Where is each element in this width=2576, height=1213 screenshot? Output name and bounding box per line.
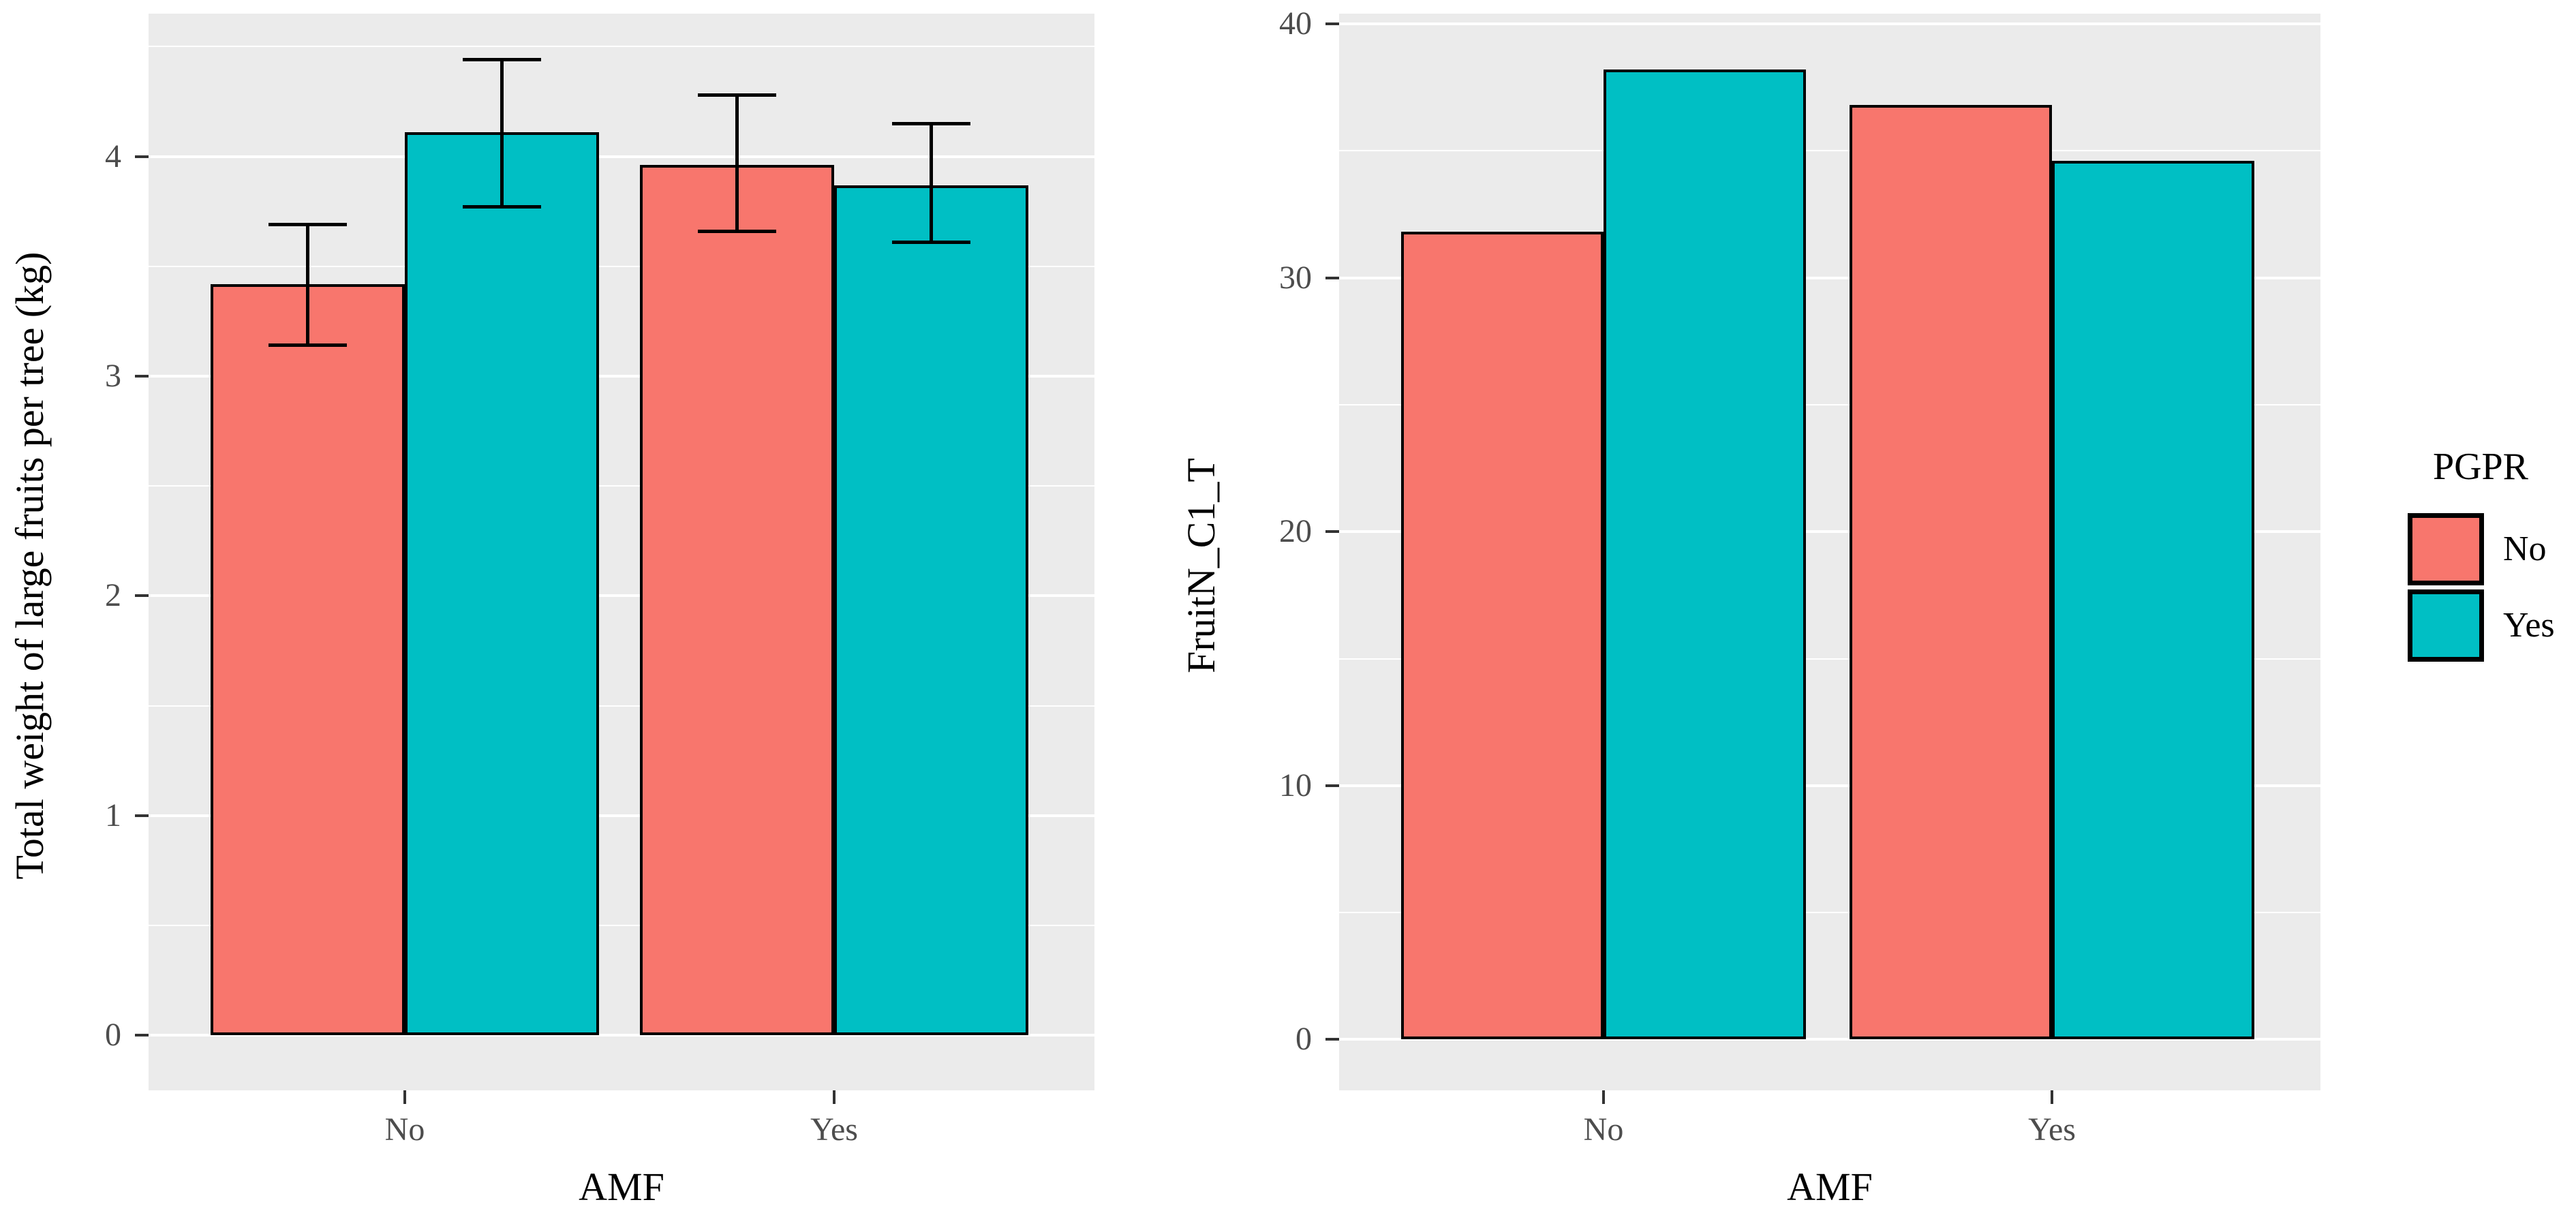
y-tick: [135, 155, 149, 158]
x-tick-label: Yes: [2028, 1111, 2076, 1148]
y-tick-label: 0: [105, 1017, 121, 1054]
y-axis-title-right: FruitN_C1_T: [1179, 458, 1223, 673]
y-tick: [135, 1034, 149, 1037]
y-tick: [135, 375, 149, 378]
legend-label-no: No: [2503, 529, 2547, 568]
gridline-major: [149, 155, 1094, 158]
x-tick: [403, 1090, 406, 1104]
gridline-minor: [1339, 912, 2320, 914]
legend-title: PGPR: [2432, 446, 2529, 488]
bar-no-no: [1401, 232, 1604, 1040]
bar-yes-yes: [834, 185, 1028, 1036]
error-bar-cap-top: [269, 223, 347, 227]
gridline-major: [1339, 276, 2320, 279]
x-tick-label: Yes: [810, 1111, 858, 1148]
x-tick-label: No: [1583, 1111, 1624, 1148]
gridline-major: [149, 1034, 1094, 1037]
bar-no-no: [211, 283, 405, 1036]
gridline-major: [1339, 784, 2320, 787]
y-tick: [135, 814, 149, 817]
x-tick: [833, 1090, 835, 1104]
gridline-minor: [149, 925, 1094, 927]
error-bar-line: [306, 224, 309, 346]
x-tick: [2051, 1090, 2053, 1104]
bar-yes-no: [1850, 105, 2052, 1040]
y-tick: [1325, 276, 1339, 279]
error-bar-cap-top: [892, 121, 970, 125]
gridline-minor: [149, 485, 1094, 487]
x-tick: [1602, 1090, 1605, 1104]
y-tick: [1325, 1038, 1339, 1041]
y-tick-label: 0: [1295, 1021, 1312, 1058]
y-axis-title-left: Total weight of large fruits per tree (k…: [7, 251, 52, 880]
gridline-minor: [149, 265, 1094, 267]
gridline-major: [1339, 1038, 2320, 1041]
y-tick-label: 1: [105, 797, 121, 833]
error-bar-line: [500, 59, 504, 207]
y-tick-label: 3: [105, 358, 121, 395]
bar-no-yes: [1604, 69, 1806, 1040]
legend-swatch-yes-icon: [2408, 589, 2484, 662]
gridline-major: [1339, 22, 2320, 25]
gridline-minor: [149, 46, 1094, 48]
error-bar-line: [930, 123, 933, 243]
error-bar-line: [735, 95, 739, 232]
error-bar-cap-top: [463, 58, 541, 62]
gridline-major: [1339, 530, 2320, 534]
gridline-major: [149, 375, 1094, 378]
gridline-minor: [149, 705, 1094, 707]
gridline-major: [149, 814, 1094, 817]
legend-label-yes: Yes: [2503, 606, 2555, 645]
gridline-minor: [1339, 403, 2320, 405]
gridline-minor: [1339, 658, 2320, 660]
y-tick: [1325, 530, 1339, 534]
bar-yes-yes: [2052, 161, 2254, 1040]
x-axis-title-right: AMF: [1787, 1165, 1873, 1209]
error-bar-cap-top: [698, 93, 776, 97]
x-axis-title-left: AMF: [579, 1165, 664, 1209]
error-bar-cap-bottom: [892, 240, 970, 244]
gridline-major: [149, 594, 1094, 598]
y-tick-label: 30: [1279, 259, 1312, 296]
y-tick-label: 10: [1279, 767, 1312, 803]
y-tick-label: 20: [1279, 513, 1312, 550]
bar-yes-no: [640, 165, 834, 1036]
legend-swatch-no-icon: [2408, 513, 2484, 585]
y-tick: [1325, 784, 1339, 787]
gridline-minor: [1339, 150, 2320, 152]
y-tick-label: 4: [105, 138, 121, 174]
error-bar-cap-bottom: [269, 343, 347, 348]
y-tick-label: 2: [105, 577, 121, 614]
y-tick-label: 40: [1279, 5, 1312, 42]
x-tick-label: No: [384, 1111, 425, 1148]
error-bar-cap-bottom: [463, 205, 541, 209]
y-tick: [1325, 22, 1339, 25]
y-tick: [135, 594, 149, 598]
error-bar-cap-bottom: [698, 229, 776, 233]
bar-no-yes: [405, 132, 599, 1036]
